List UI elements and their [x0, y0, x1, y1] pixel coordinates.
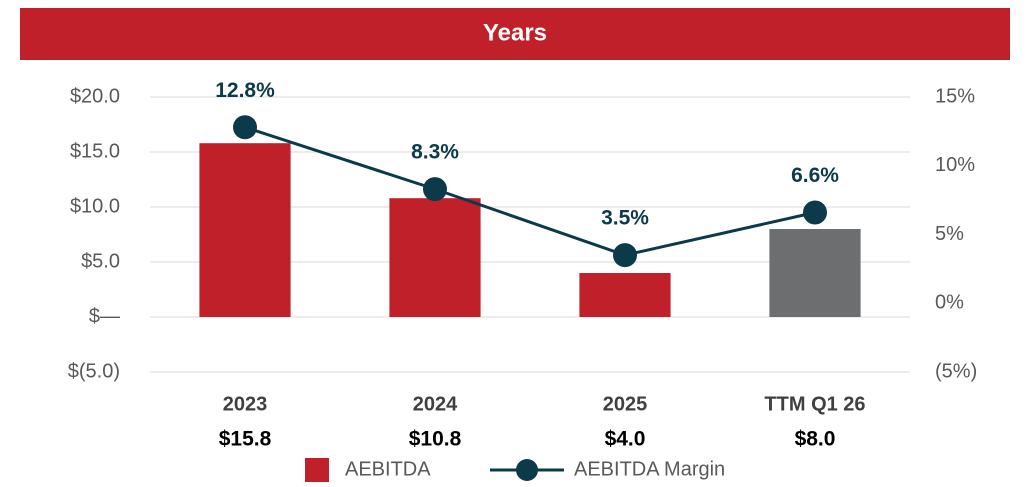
- title-band: [20, 8, 1010, 60]
- legend-marker: [516, 459, 538, 481]
- bar: [579, 273, 671, 317]
- x-tick-label: TTM Q1 26: [764, 393, 865, 415]
- bar-value-label: $8.0: [795, 428, 836, 451]
- y2-tick-label: (5%): [935, 360, 977, 382]
- line: [244, 125, 816, 257]
- y-tick-label: $5.0: [81, 250, 120, 272]
- x-tick-label: 2025: [603, 393, 648, 415]
- bar-value-label: $15.8: [219, 428, 272, 451]
- line-marker: [803, 200, 827, 225]
- bar-value-label: $10.8: [409, 428, 462, 451]
- line-value-label: 12.8%: [215, 79, 275, 102]
- x-tick-label: 2024: [413, 393, 458, 415]
- y-tick-label: $(5.0): [68, 360, 120, 382]
- line-value-label: 8.3%: [411, 141, 459, 164]
- y-tick-label: $20.0: [70, 85, 120, 107]
- legend-label: AEBITDA Margin: [574, 458, 725, 480]
- line-marker: [423, 177, 447, 202]
- line-marker: [613, 243, 637, 268]
- bar: [769, 229, 861, 317]
- bar-value-label: $4.0: [605, 428, 646, 451]
- y2-tick-label: 15%: [935, 85, 975, 107]
- bar: [199, 143, 291, 317]
- legend-label: AEBITDA: [345, 458, 431, 480]
- x-tick-label: 2023: [223, 393, 268, 415]
- legend-swatch: [305, 458, 329, 482]
- y2-tick-label: 5%: [935, 223, 964, 245]
- chart-title: Years: [483, 19, 547, 46]
- line-value-label: 6.6%: [791, 164, 839, 187]
- y-tick-label: $15.0: [70, 140, 120, 162]
- y2-tick-label: 0%: [935, 292, 964, 314]
- y-tick-label: $10.0: [70, 195, 120, 217]
- line-marker: [233, 115, 257, 140]
- bar: [389, 198, 481, 317]
- line-value-label: 3.5%: [601, 207, 649, 230]
- y2-tick-label: 10%: [935, 154, 975, 176]
- y-tick-label: $—: [89, 305, 120, 327]
